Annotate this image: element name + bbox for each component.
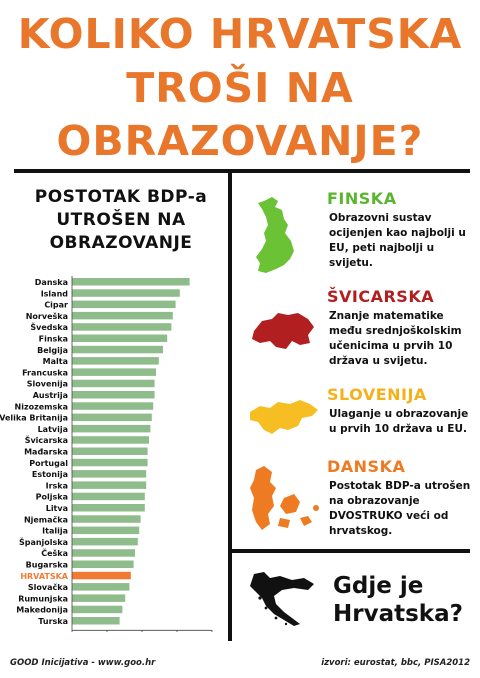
category-label: Italija: [42, 527, 68, 536]
switzerland-map-icon: [252, 313, 314, 349]
category-label: Estonija: [32, 470, 68, 479]
chart-title-line1: POSTOTAK BDP-a: [34, 187, 208, 207]
bar: [72, 379, 155, 388]
country-slovenija: SLOVENIJA Ulaganje u obrazovanje u prvih…: [245, 386, 475, 437]
bar: [72, 492, 145, 501]
category-label: Velika Britanija: [0, 414, 68, 423]
country-desc: Obrazovni sustav ocijenjen kao najbolji …: [329, 212, 466, 269]
page-title-line2: TROŠI NA: [126, 64, 354, 112]
country-name: DANSKA: [327, 457, 406, 476]
category-label: Bugarska: [26, 561, 68, 570]
bar: [72, 504, 145, 512]
category-label: Španjolska: [19, 536, 68, 547]
bar: [72, 594, 126, 602]
category-label: Rumunjska: [18, 594, 68, 603]
bar: [72, 289, 180, 297]
bar: [72, 278, 190, 286]
category-label: Francuska: [22, 368, 68, 377]
bar: [72, 311, 173, 320]
category-label: Danska: [35, 278, 68, 287]
category-label: Latvija: [38, 425, 68, 434]
category-label: Malta: [43, 357, 68, 366]
country-svicarska: ŠVICARSKA Znanje matematike među srednjo…: [245, 288, 475, 369]
category-label: Švicarska: [25, 434, 68, 445]
question-line2: Hrvatska?: [333, 601, 463, 627]
bar: [72, 436, 149, 444]
bar: [72, 605, 123, 614]
question-text: Gdje je Hrvatska?: [333, 572, 463, 628]
bar: [72, 345, 163, 354]
bar: [72, 334, 168, 342]
category-label: Slovenija: [27, 380, 68, 389]
category-label: Turska: [38, 617, 68, 626]
country-desc: Znanje matematike među srednjoškolskim u…: [329, 310, 462, 367]
category-label: Finska: [39, 335, 68, 344]
category-label: HRVATSKA: [20, 572, 68, 581]
country-desc: Ulaganje u obrazovanje u prvih 10 država…: [329, 408, 469, 435]
bar: [72, 549, 135, 557]
bar: [72, 300, 176, 309]
country-finska: FINSKA Obrazovni sustav ocijenjen kao na…: [245, 190, 475, 271]
category-label: Mađarska: [24, 448, 68, 457]
category-label: Poljska: [36, 493, 68, 502]
bar: [72, 357, 159, 365]
bar: [72, 368, 156, 376]
bar: [72, 402, 154, 410]
country-name: FINSKA: [327, 189, 397, 208]
category-label: Irska: [46, 481, 68, 490]
footer-credit: GOOD Inicijativa - www.goo.hr: [10, 658, 156, 668]
country-name: ŠVICARSKA: [327, 287, 435, 306]
bar: [72, 424, 151, 433]
category-label: Cipar: [44, 301, 68, 310]
chart-title: POSTOTAK BDP-a UTROŠEN NA OBRAZOVANJE: [14, 186, 228, 255]
vertical-divider: [228, 169, 232, 641]
bar: [72, 617, 120, 625]
category-label: Litva: [46, 504, 68, 513]
category-label: Austrija: [33, 391, 68, 400]
category-label: Njemačka: [24, 514, 68, 524]
category-label: Portugal: [29, 459, 68, 468]
page-title-line1: KOLIKO HRVATSKA: [17, 10, 463, 58]
bar: [72, 515, 141, 523]
top-divider: [14, 169, 470, 173]
chart-title-line3: OBRAZOVANJE: [49, 233, 193, 253]
finland-map-icon: [256, 197, 294, 273]
category-label: Makedonija: [16, 606, 68, 615]
denmark-map-icon: [250, 466, 319, 530]
category-label: Nizozemska: [15, 402, 69, 411]
footer-sources: izvori: eurostat, bbc, PISA2012: [321, 658, 470, 668]
bar: [72, 537, 138, 546]
bar: [72, 413, 152, 422]
bar: [72, 458, 148, 467]
right-divider: [232, 549, 470, 553]
category-label: Češka: [41, 547, 68, 558]
category-label: Island: [41, 289, 69, 298]
category-label: Norveška: [26, 311, 68, 321]
bar: [72, 583, 130, 591]
bar: [72, 481, 147, 489]
category-label: Švedska: [30, 321, 68, 332]
bar: [72, 391, 155, 399]
question-line1: Gdje je: [333, 573, 424, 599]
category-label: Belgija: [37, 346, 68, 355]
bar: [72, 526, 140, 535]
bar: [72, 560, 134, 568]
croatia-map-icon: [250, 572, 314, 626]
slovenia-map-icon: [250, 400, 318, 434]
category-label: Slovačka: [28, 582, 68, 592]
bar: [72, 447, 148, 455]
bar: [72, 470, 147, 478]
chart-title-line2: UTROŠEN NA: [56, 210, 186, 230]
country-name: SLOVENIJA: [327, 385, 427, 404]
country-danska: DANSKA Postotak BDP-a utrošen na obrazov…: [245, 458, 475, 539]
bar: [72, 323, 172, 331]
bar-highlight: [72, 571, 131, 580]
page-title-line3: OBRAZOVANJE?: [56, 117, 424, 165]
country-desc: Postotak BDP-a utrošen na obrazovanje DV…: [329, 480, 471, 537]
